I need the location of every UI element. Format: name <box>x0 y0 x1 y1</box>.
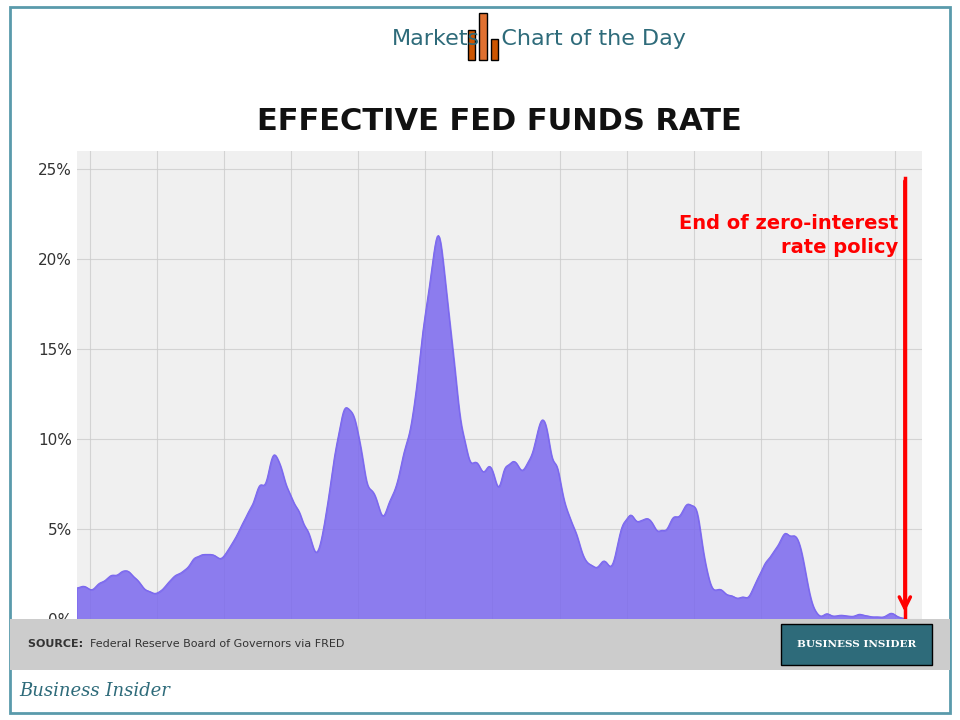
Text: Federal Reserve Board of Governors via FRED: Federal Reserve Board of Governors via F… <box>89 639 344 649</box>
FancyBboxPatch shape <box>468 30 475 60</box>
Text: SOURCE:: SOURCE: <box>29 639 87 649</box>
Text: Business Insider: Business Insider <box>19 683 170 700</box>
Text: Chart of the Day: Chart of the Day <box>480 29 685 49</box>
FancyBboxPatch shape <box>491 39 498 60</box>
Text: BUSINESS INSIDER: BUSINESS INSIDER <box>797 640 916 649</box>
FancyBboxPatch shape <box>479 13 487 60</box>
Text: End of zero-interest
rate policy: End of zero-interest rate policy <box>679 214 899 257</box>
Text: Markets: Markets <box>392 29 480 49</box>
Title: EFFECTIVE FED FUNDS RATE: EFFECTIVE FED FUNDS RATE <box>257 107 741 136</box>
FancyBboxPatch shape <box>781 624 931 665</box>
